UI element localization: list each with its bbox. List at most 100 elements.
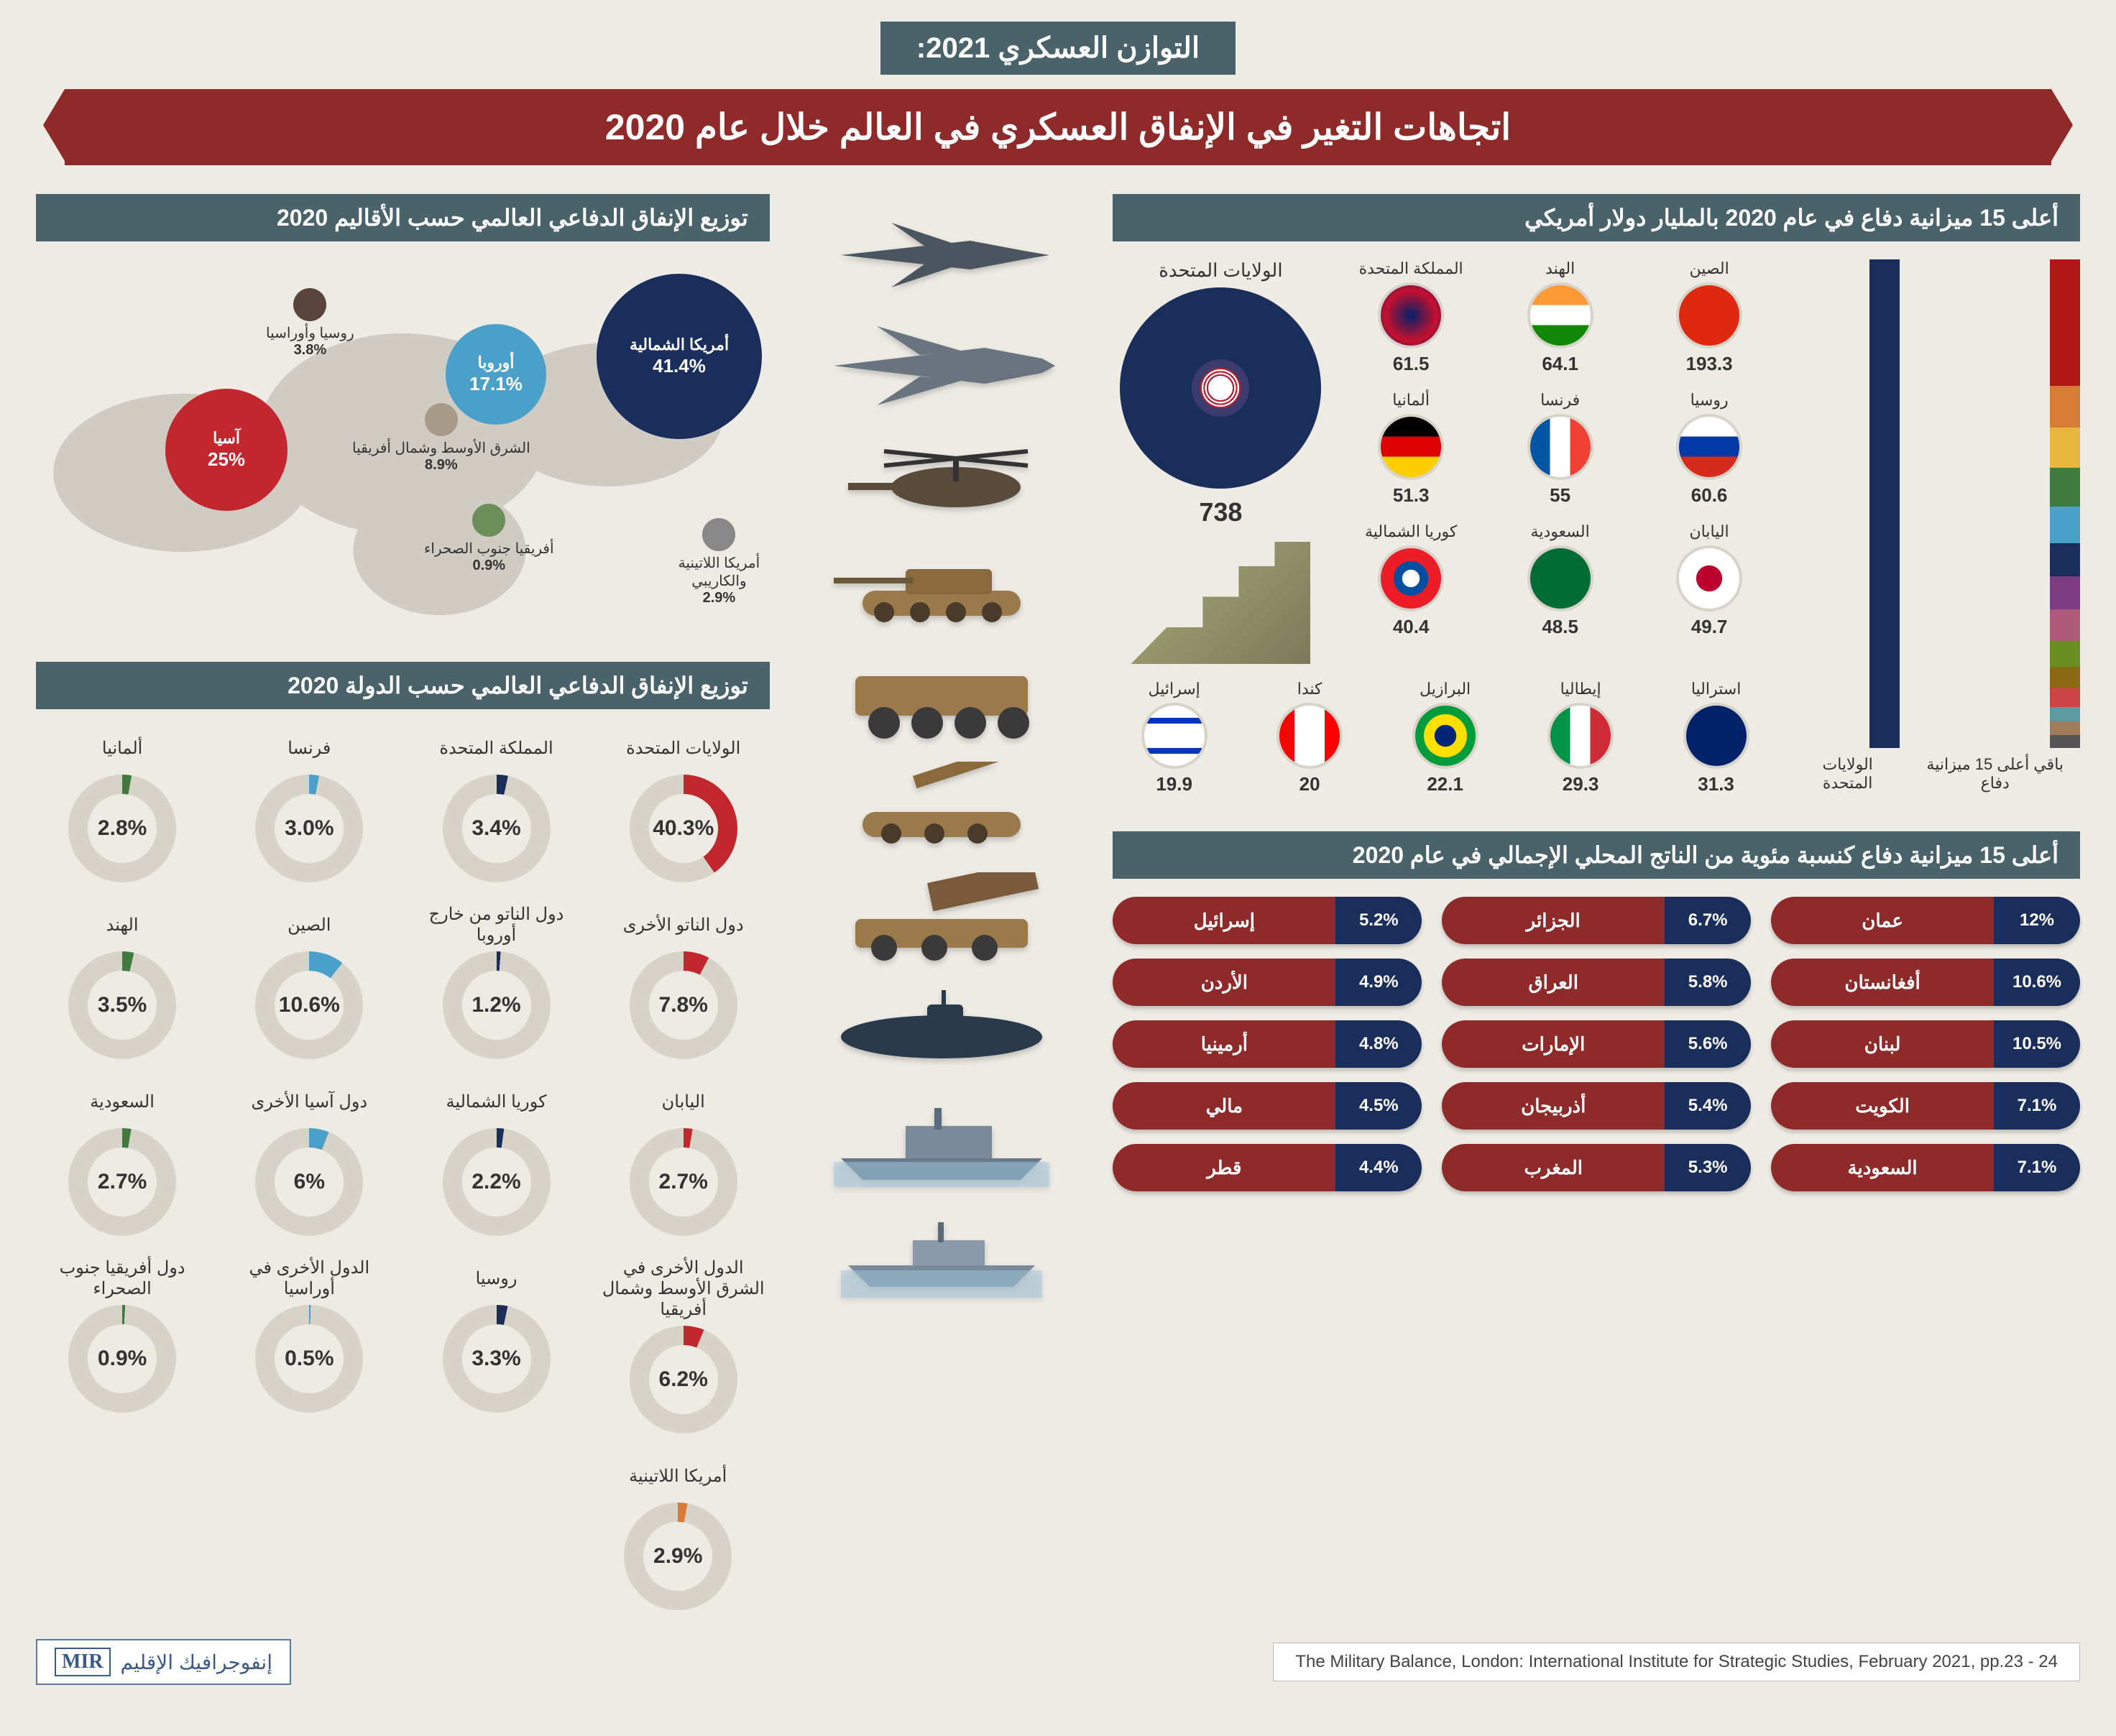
helicopter-icon: [827, 430, 1057, 523]
usa-circle: [1120, 287, 1321, 489]
gdp-pill: 4.9% الأردن: [1113, 959, 1422, 1006]
donut-value: 0.9%: [98, 1347, 147, 1371]
donut-cell: دول الناتو من خارج أوروبا 1.2%: [410, 904, 582, 1059]
bar-segment: [2050, 259, 2080, 386]
donut-name: أمريكا اللاتينية: [586, 1455, 770, 1497]
gdp-pill: 5.3% المغرب: [1442, 1144, 1751, 1191]
donut-chart: 6%: [255, 1128, 363, 1236]
donut-chart: 3.5%: [68, 951, 176, 1059]
bar-segment: [2050, 468, 2080, 507]
donut-cell: فرنسا 3.0%: [223, 727, 395, 882]
country-name: المملكة المتحدة: [1343, 259, 1478, 278]
tank-icon: [827, 540, 1057, 634]
gdp-pill: 6.7% الجزائر: [1442, 897, 1751, 944]
flag-cell: فرنسا 55: [1492, 391, 1628, 507]
rest-bar-label: باقي أعلى 15 ميزانية دفاع: [1910, 755, 2080, 793]
donut-value: 2.7%: [659, 1170, 708, 1194]
gdp-pct: 4.4%: [1335, 1144, 1422, 1191]
bar-segment: [2050, 641, 2080, 668]
donut-cell: الهند 3.5%: [36, 904, 208, 1059]
donut-chart: 3.4%: [443, 775, 551, 882]
gdp-country: عمان: [1771, 897, 1994, 944]
gdp-pill: 12% عمان: [1771, 897, 2080, 944]
region-bubble: آسيا25%: [165, 389, 288, 511]
logo-text: إنفوجرافيك الإقليم: [121, 1650, 272, 1674]
gdp-country: أرمينيا: [1113, 1020, 1335, 1068]
mlrs-icon: [827, 872, 1057, 966]
flag-icon: [1378, 545, 1444, 611]
gdp-pct: 4.5%: [1335, 1082, 1422, 1130]
country-value: 51.3: [1343, 484, 1478, 507]
donut-cell: السعودية 2.7%: [36, 1081, 208, 1236]
usa-label: الولايات المتحدة: [1113, 259, 1328, 282]
gdp-pct: 5.6%: [1665, 1020, 1751, 1068]
donut-name: كوريا الشمالية: [410, 1081, 582, 1122]
source-citation: The Military Balance, London: Internatio…: [1273, 1643, 2080, 1681]
donut-chart: 0.5%: [255, 1305, 363, 1413]
region-dot-icon: [293, 288, 326, 321]
donut-name: دول الناتو من خارج أوروبا: [410, 904, 582, 946]
jet-fighter-icon: [827, 208, 1057, 302]
flag-cell: كوريا الشمالية 40.4: [1343, 522, 1478, 638]
gdp-country: أذربيجان: [1442, 1082, 1665, 1130]
vehicles-column: [791, 194, 1092, 1298]
flag-icon: [1378, 414, 1444, 480]
bar-segment: [2050, 735, 2080, 748]
gdp-country: الإمارات: [1442, 1020, 1665, 1068]
gdp-pill: 5.8% العراق: [1442, 959, 1751, 1006]
donut-name: اليابان: [597, 1081, 770, 1122]
flag-icon: [1378, 282, 1444, 348]
donut-name: الدول الأخرى في الشرق الأوسط وشمال أفريق…: [597, 1257, 770, 1320]
us-flag-icon: [1192, 359, 1249, 417]
gdp-title: أعلى 15 ميزانية دفاع كنسبة مئوية من النا…: [1113, 831, 2080, 879]
country-name: إسرائيل: [1113, 680, 1235, 698]
gdp-pct: 10.6%: [1994, 959, 2080, 1006]
country-name: فرنسا: [1492, 391, 1628, 410]
bar-segment: [2050, 507, 2080, 542]
gdp-pill: 7.1% السعودية: [1771, 1144, 2080, 1191]
bar-segment: [2050, 688, 2080, 707]
gdp-pill: 4.8% أرمينيا: [1113, 1020, 1422, 1068]
country-value: 64.1: [1492, 353, 1628, 375]
flag-cell: استراليا 31.3: [1655, 680, 1777, 795]
donut-value: 3.0%: [285, 816, 334, 841]
donut-value: 6.2%: [659, 1367, 708, 1392]
usa-value: 738: [1113, 497, 1328, 527]
donuts-title: توزيع الإنفاق الدفاعي العالمي حسب الدولة…: [36, 662, 770, 709]
region-small: روسيا وأوراسيا3.8%: [266, 288, 354, 359]
header-badge: التوازن العسكري 2021:: [880, 22, 1236, 75]
country-value: 31.3: [1655, 773, 1777, 795]
donut-name: السعودية: [36, 1081, 208, 1122]
country-value: 22.1: [1384, 773, 1506, 795]
region-bubble: أمريكا الشمالية41.4%: [597, 274, 762, 439]
donut-cell: ألمانيا 2.8%: [36, 727, 208, 882]
donut-cell: الدول الأخرى في أوراسيا 0.5%: [223, 1257, 395, 1433]
bar-segment: [2050, 667, 2080, 687]
country-name: الهند: [1492, 259, 1628, 278]
flag-cell: ألمانيا 51.3: [1343, 391, 1478, 507]
donut-chart: 0.9%: [68, 1305, 176, 1413]
gdp-pill: 10.5% لبنان: [1771, 1020, 2080, 1068]
donut-cell: اليابان 2.7%: [597, 1081, 770, 1236]
country-name: كندا: [1248, 680, 1371, 698]
donut-cell: دول أفريقيا جنوب الصحراء 0.9%: [36, 1257, 208, 1433]
donut-value: 2.2%: [472, 1170, 520, 1194]
gdp-country: مالي: [1113, 1082, 1335, 1130]
donut-value: 0.5%: [285, 1347, 334, 1371]
donut-value: 3.5%: [98, 993, 147, 1017]
region-map: أمريكا الشمالية41.4% أوروبا17.1% آسيا25%…: [36, 259, 770, 647]
donut-value: 2.9%: [653, 1544, 702, 1569]
donut-chart: 3.3%: [443, 1305, 551, 1413]
donut-name: فرنسا: [223, 727, 395, 769]
country-name: ألمانيا: [1343, 391, 1478, 410]
flag-cell: إسرائيل 19.9: [1113, 680, 1235, 795]
donut-chart: 2.2%: [443, 1128, 551, 1236]
country-value: 19.9: [1113, 773, 1235, 795]
donut-value: 7.8%: [659, 993, 708, 1017]
country-value: 48.5: [1492, 616, 1628, 638]
region-small: أمريكا اللاتينية والكاريبي2.9%: [668, 518, 770, 606]
flag-cell: روسيا 60.6: [1641, 391, 1777, 507]
flag-icon: [1676, 414, 1742, 480]
flag-icon: [1683, 703, 1749, 769]
country-value: 60.6: [1641, 484, 1777, 507]
